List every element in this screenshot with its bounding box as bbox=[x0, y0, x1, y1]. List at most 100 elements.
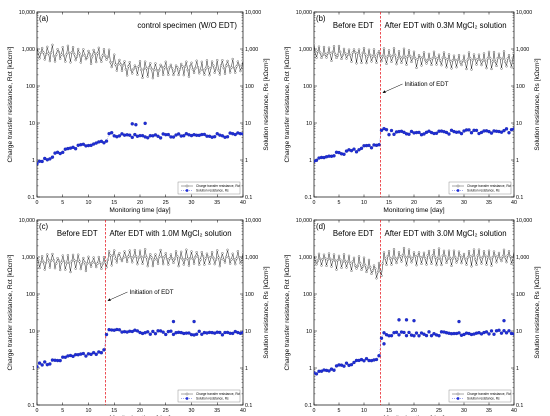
x-tick-label: 40 bbox=[240, 408, 246, 414]
charge-transfer-point bbox=[88, 262, 91, 265]
after-edt-label: After EDT with 3.0M MgCl₂ solution bbox=[385, 229, 507, 238]
charge-transfer-point bbox=[210, 60, 214, 63]
charge-transfer-point bbox=[434, 256, 437, 259]
charge-transfer-point bbox=[223, 261, 227, 264]
charge-transfer-point bbox=[226, 59, 229, 63]
charge-transfer-point bbox=[375, 61, 378, 64]
charge-transfer-point bbox=[160, 65, 164, 69]
x-tick-label: 5 bbox=[61, 200, 64, 206]
charge-transfer-point bbox=[496, 255, 499, 258]
charge-transfer-point bbox=[507, 250, 511, 253]
charge-transfer-point bbox=[484, 254, 487, 257]
charge-transfer-point bbox=[511, 56, 514, 60]
charge-transfer-point bbox=[172, 73, 175, 77]
charge-transfer-point bbox=[154, 253, 157, 256]
charge-transfer-point bbox=[225, 255, 228, 258]
charge-transfer-point bbox=[48, 59, 51, 63]
solution-resistance-point bbox=[489, 131, 494, 135]
charge-transfer-point bbox=[93, 261, 97, 264]
charge-transfer-point bbox=[399, 255, 402, 258]
charge-transfer-point bbox=[419, 56, 422, 59]
charge-transfer-point bbox=[415, 66, 418, 69]
charge-transfer-point bbox=[51, 252, 54, 256]
charge-transfer-point bbox=[37, 45, 39, 49]
x-tick-label: 20 bbox=[411, 408, 417, 414]
charge-transfer-point bbox=[168, 65, 171, 69]
charge-transfer-point bbox=[330, 59, 333, 62]
charge-transfer-point bbox=[477, 248, 481, 251]
charge-transfer-point bbox=[127, 65, 130, 68]
charge-transfer-point bbox=[485, 66, 488, 70]
x-tick-label: 35 bbox=[214, 408, 220, 414]
solution-resistance-point bbox=[91, 350, 96, 355]
charge-transfer-point bbox=[322, 253, 326, 256]
charge-transfer-point bbox=[207, 66, 210, 69]
solution-resistance-point bbox=[389, 128, 394, 133]
charge-transfer-point bbox=[450, 67, 453, 70]
charge-transfer-point bbox=[327, 252, 331, 255]
legend-entry: Charge transfer resistance, Rct bbox=[196, 392, 240, 396]
charge-transfer-point bbox=[101, 262, 104, 266]
charge-transfer-point bbox=[80, 263, 84, 266]
charge-transfer-point bbox=[155, 68, 158, 72]
y-left-tick-label: 1 bbox=[32, 366, 35, 372]
y-left-tick-label: 1 bbox=[32, 158, 35, 164]
x-tick-label: 0 bbox=[313, 200, 316, 206]
solution-resistance-point bbox=[99, 139, 104, 144]
charge-transfer-point bbox=[505, 261, 508, 264]
charge-transfer-point bbox=[444, 255, 447, 258]
charge-transfer-point bbox=[238, 256, 241, 259]
x-tick-label: 25 bbox=[163, 200, 169, 206]
charge-transfer-point bbox=[156, 262, 160, 265]
charge-transfer-point bbox=[445, 66, 448, 69]
solution-resistance-point bbox=[117, 134, 122, 138]
charge-transfer-point bbox=[449, 60, 452, 63]
charge-transfer-point bbox=[37, 255, 39, 258]
charge-transfer-point bbox=[370, 60, 373, 63]
charge-transfer-point bbox=[464, 257, 467, 261]
charge-transfer-point bbox=[78, 52, 81, 55]
charge-transfer-point bbox=[195, 59, 198, 62]
charge-transfer-point bbox=[223, 72, 227, 75]
charge-transfer-point bbox=[217, 256, 220, 259]
charge-transfer-point bbox=[226, 248, 229, 251]
charge-transfer-point bbox=[336, 259, 339, 262]
charge-transfer-point bbox=[472, 53, 476, 56]
charge-transfer-point bbox=[205, 59, 209, 62]
charge-transfer-point bbox=[327, 46, 331, 49]
legend-entry: Solution resistance, Rs bbox=[467, 397, 500, 401]
charge-transfer-point bbox=[490, 264, 493, 267]
charge-transfer-point bbox=[492, 50, 496, 54]
charge-transfer-point bbox=[129, 68, 133, 71]
charge-transfer-point bbox=[126, 260, 129, 264]
charge-transfer-point bbox=[140, 255, 143, 259]
charge-transfer-point bbox=[384, 56, 387, 59]
charge-transfer-point bbox=[440, 263, 443, 267]
charge-transfer-point bbox=[496, 57, 499, 60]
charge-transfer-point bbox=[412, 251, 416, 254]
charge-transfer-point bbox=[183, 258, 187, 261]
charge-transfer-point bbox=[111, 61, 115, 64]
y-right-tick-label: 10,000 bbox=[516, 218, 532, 224]
legend-marker-solution bbox=[456, 397, 460, 400]
charge-transfer-point bbox=[39, 261, 42, 264]
charge-transfer-point bbox=[459, 254, 462, 257]
charge-transfer-point bbox=[425, 62, 428, 65]
charge-transfer-point bbox=[316, 259, 319, 263]
charge-transfer-point bbox=[120, 69, 124, 72]
charge-transfer-point bbox=[149, 62, 152, 65]
charge-transfer-point bbox=[82, 256, 85, 260]
charge-transfer-point bbox=[512, 249, 514, 253]
charge-transfer-point bbox=[201, 255, 205, 258]
charge-transfer-point bbox=[128, 61, 131, 64]
charge-transfer-point bbox=[172, 261, 175, 264]
charge-transfer-point bbox=[391, 55, 394, 58]
charge-transfer-point bbox=[102, 48, 106, 51]
charge-transfer-point bbox=[392, 248, 396, 251]
y-right-tick-label: 1 bbox=[245, 158, 248, 164]
charge-transfer-point bbox=[480, 262, 483, 265]
charge-transfer-point bbox=[315, 263, 318, 266]
charge-transfer-point bbox=[57, 50, 61, 54]
charge-transfer-point bbox=[41, 255, 44, 258]
charge-transfer-point bbox=[324, 257, 327, 260]
